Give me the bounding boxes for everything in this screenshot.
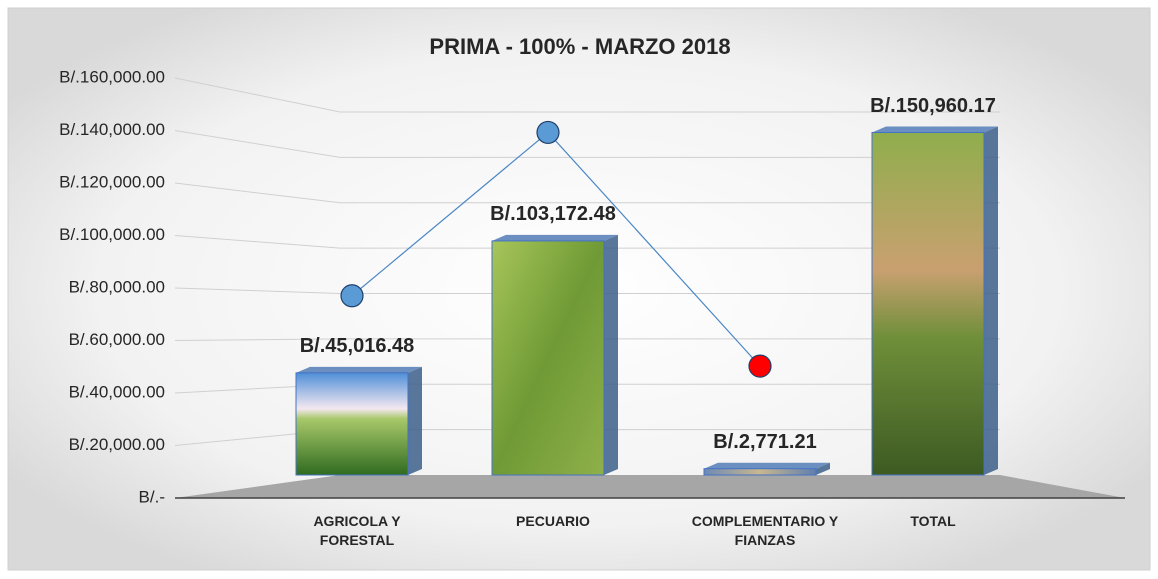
bar-top <box>296 367 422 373</box>
data-label: B/.2,771.21 <box>713 431 816 453</box>
bar-side <box>984 127 998 475</box>
x-tick-label: TOTAL <box>851 512 1016 531</box>
y-tick-label: B/.160,000.00 <box>59 67 165 86</box>
bar <box>872 133 984 475</box>
bar <box>296 373 408 475</box>
bar <box>704 469 816 475</box>
floor <box>175 475 1125 498</box>
y-tick-label: B/.100,000.00 <box>59 225 165 244</box>
marker <box>341 285 363 307</box>
y-tick-label: B/.- <box>139 487 165 506</box>
x-tick-label: COMPLEMENTARIO Y FIANZAS <box>683 512 848 550</box>
bar-side <box>604 235 618 475</box>
x-tick-label: AGRICOLA Y FORESTAL <box>302 512 412 550</box>
bar-top <box>872 127 998 133</box>
y-tick-label: B/.60,000.00 <box>69 330 165 349</box>
y-tick-label: B/.120,000.00 <box>59 172 165 191</box>
x-tick-label-box: COMPLEMENTARIO Y FIANZAS <box>675 512 855 562</box>
chart: PRIMA - 100% - MARZO 2018 B/.- B/.20,000.… <box>0 0 1158 579</box>
x-tick-label-box: PECUARIO <box>463 512 643 562</box>
y-tick-label: B/.140,000.00 <box>59 120 165 139</box>
chart-title: PRIMA - 100% - MARZO 2018 <box>429 34 730 59</box>
y-tick-label: B/.40,000.00 <box>69 382 165 401</box>
bar-side <box>408 367 422 475</box>
bar-top <box>704 463 830 469</box>
y-tick-label: B/.80,000.00 <box>69 277 165 296</box>
page: {"chart_data": {"type": "bar", "title": … <box>0 0 1158 579</box>
marker <box>537 121 559 143</box>
bar-top <box>492 235 618 241</box>
data-label: B/.103,172.48 <box>490 203 616 225</box>
marker <box>749 355 771 377</box>
x-tick-label-box: TOTAL <box>843 512 1023 562</box>
data-label: B/.45,016.48 <box>300 335 415 357</box>
data-label: B/.150,960.17 <box>870 95 996 117</box>
y-tick-label: B/.20,000.00 <box>69 435 165 454</box>
bar <box>492 241 604 475</box>
x-tick-label: PECUARIO <box>471 512 636 531</box>
x-tick-label-box: AGRICOLA Y FORESTAL <box>267 512 447 562</box>
